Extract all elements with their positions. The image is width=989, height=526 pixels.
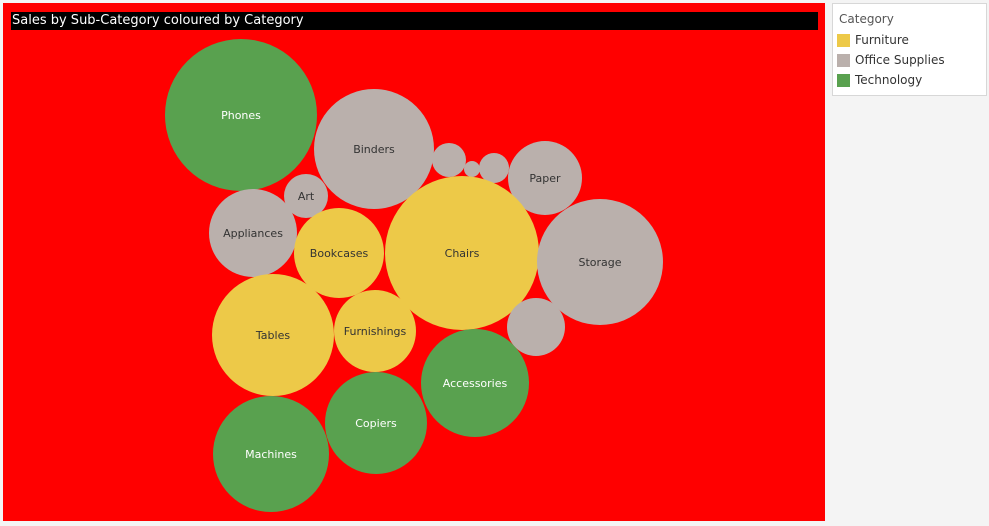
bubble-label-binders: Binders bbox=[353, 143, 395, 156]
bubble-copiers[interactable] bbox=[325, 372, 427, 474]
chart-area: Phones Binders Paper Art Appliances Bookcases… bbox=[3, 3, 825, 521]
bubble-phones[interactable] bbox=[165, 39, 317, 191]
bubble-unlabeled-3[interactable] bbox=[464, 161, 480, 177]
bubble-paper[interactable] bbox=[508, 141, 582, 215]
bubble-label-furnishings: Furnishings bbox=[344, 325, 407, 338]
bubble-label-storage: Storage bbox=[578, 256, 621, 269]
bubble-label-art: Art bbox=[298, 190, 315, 203]
legend-title: Category bbox=[839, 12, 894, 26]
legend-swatch-furniture bbox=[837, 34, 850, 47]
bubble-bookcases[interactable] bbox=[294, 208, 384, 298]
bubble-accessories[interactable] bbox=[421, 329, 529, 437]
chart-title: Sales by Sub-Category coloured by Catego… bbox=[11, 12, 818, 30]
bubble-label-bookcases: Bookcases bbox=[310, 247, 369, 260]
legend-item-furniture[interactable]: Furniture bbox=[833, 32, 986, 52]
bubble-label-phones: Phones bbox=[221, 109, 261, 122]
legend-label: Office Supplies bbox=[855, 53, 945, 67]
legend-swatch-technology bbox=[837, 74, 850, 87]
legend[interactable]: Category Furniture Office Supplies Techn… bbox=[832, 3, 987, 96]
bubble-label-paper: Paper bbox=[529, 172, 561, 185]
bubble-appliances[interactable] bbox=[209, 189, 297, 277]
bubble-label-accessories: Accessories bbox=[443, 377, 508, 390]
bubble-storage[interactable] bbox=[537, 199, 663, 325]
legend-label: Technology bbox=[855, 73, 923, 87]
bubble-machines[interactable] bbox=[213, 396, 329, 512]
bubble-unlabeled-11[interactable] bbox=[507, 298, 565, 356]
bubble-label-appliances: Appliances bbox=[223, 227, 283, 240]
bubble-label-copiers: Copiers bbox=[355, 417, 397, 430]
bubble-chart: Phones Binders Paper Art Appliances Bookcases… bbox=[165, 39, 663, 512]
bubble-chairs[interactable] bbox=[385, 176, 539, 330]
bubble-tables[interactable] bbox=[212, 274, 334, 396]
bubble-unlabeled-2[interactable] bbox=[432, 143, 466, 177]
bubble-furnishings[interactable] bbox=[334, 290, 416, 372]
bubble-binders[interactable] bbox=[314, 89, 434, 209]
legend-swatch-office-supplies bbox=[837, 54, 850, 67]
bubble-label-machines: Machines bbox=[245, 448, 297, 461]
legend-label: Furniture bbox=[855, 33, 909, 47]
bubble-art[interactable] bbox=[284, 174, 328, 218]
bubble-unlabeled-4[interactable] bbox=[479, 153, 509, 183]
legend-item-technology[interactable]: Technology bbox=[833, 72, 986, 92]
legend-item-office-supplies[interactable]: Office Supplies bbox=[833, 52, 986, 72]
bubble-label-tables: Tables bbox=[255, 329, 290, 342]
bubble-label-chairs: Chairs bbox=[445, 247, 480, 260]
